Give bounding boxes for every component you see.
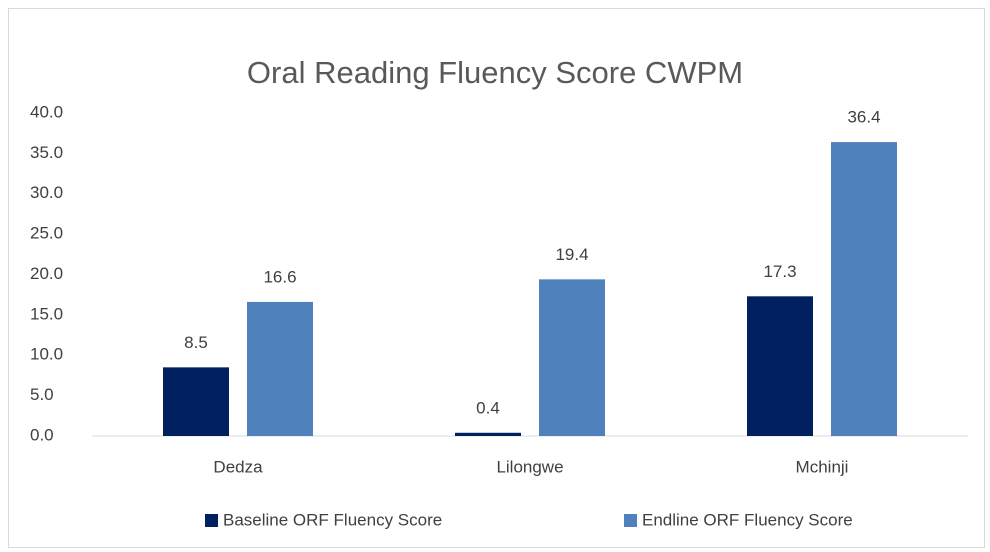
x-tick-label: Mchinji <box>796 457 849 476</box>
chart-title: Oral Reading Fluency Score CWPM <box>247 55 743 90</box>
data-label: 0.4 <box>476 398 500 417</box>
legend-label: Baseline ORF Fluency Score <box>223 510 442 529</box>
legend-swatch <box>205 514 218 527</box>
y-tick-label: 0.0 <box>30 425 54 444</box>
y-tick-label: 15.0 <box>30 304 63 323</box>
y-tick-label: 5.0 <box>30 385 54 404</box>
y-tick-label: 40.0 <box>30 102 63 121</box>
legend-label: Endline ORF Fluency Score <box>642 510 853 529</box>
bar <box>831 142 897 436</box>
bar <box>163 367 229 436</box>
data-label: 36.4 <box>847 108 880 127</box>
data-label: 17.3 <box>763 262 796 281</box>
y-tick-label: 30.0 <box>30 183 63 202</box>
legend-swatch <box>624 514 637 527</box>
y-tick-label: 35.0 <box>30 143 63 162</box>
chart-frame <box>8 8 985 548</box>
data-label: 16.6 <box>263 267 296 286</box>
x-tick-label: Lilongwe <box>496 457 563 476</box>
x-tick-label: Dedza <box>213 457 263 476</box>
bar <box>539 279 605 436</box>
y-tick-label: 20.0 <box>30 264 63 283</box>
y-tick-label: 25.0 <box>30 224 63 243</box>
data-label: 8.5 <box>184 333 208 352</box>
bar <box>455 432 521 436</box>
data-label: 19.4 <box>555 245 588 264</box>
y-tick-label: 10.0 <box>30 345 63 364</box>
bar <box>747 296 813 436</box>
bar <box>247 301 313 436</box>
